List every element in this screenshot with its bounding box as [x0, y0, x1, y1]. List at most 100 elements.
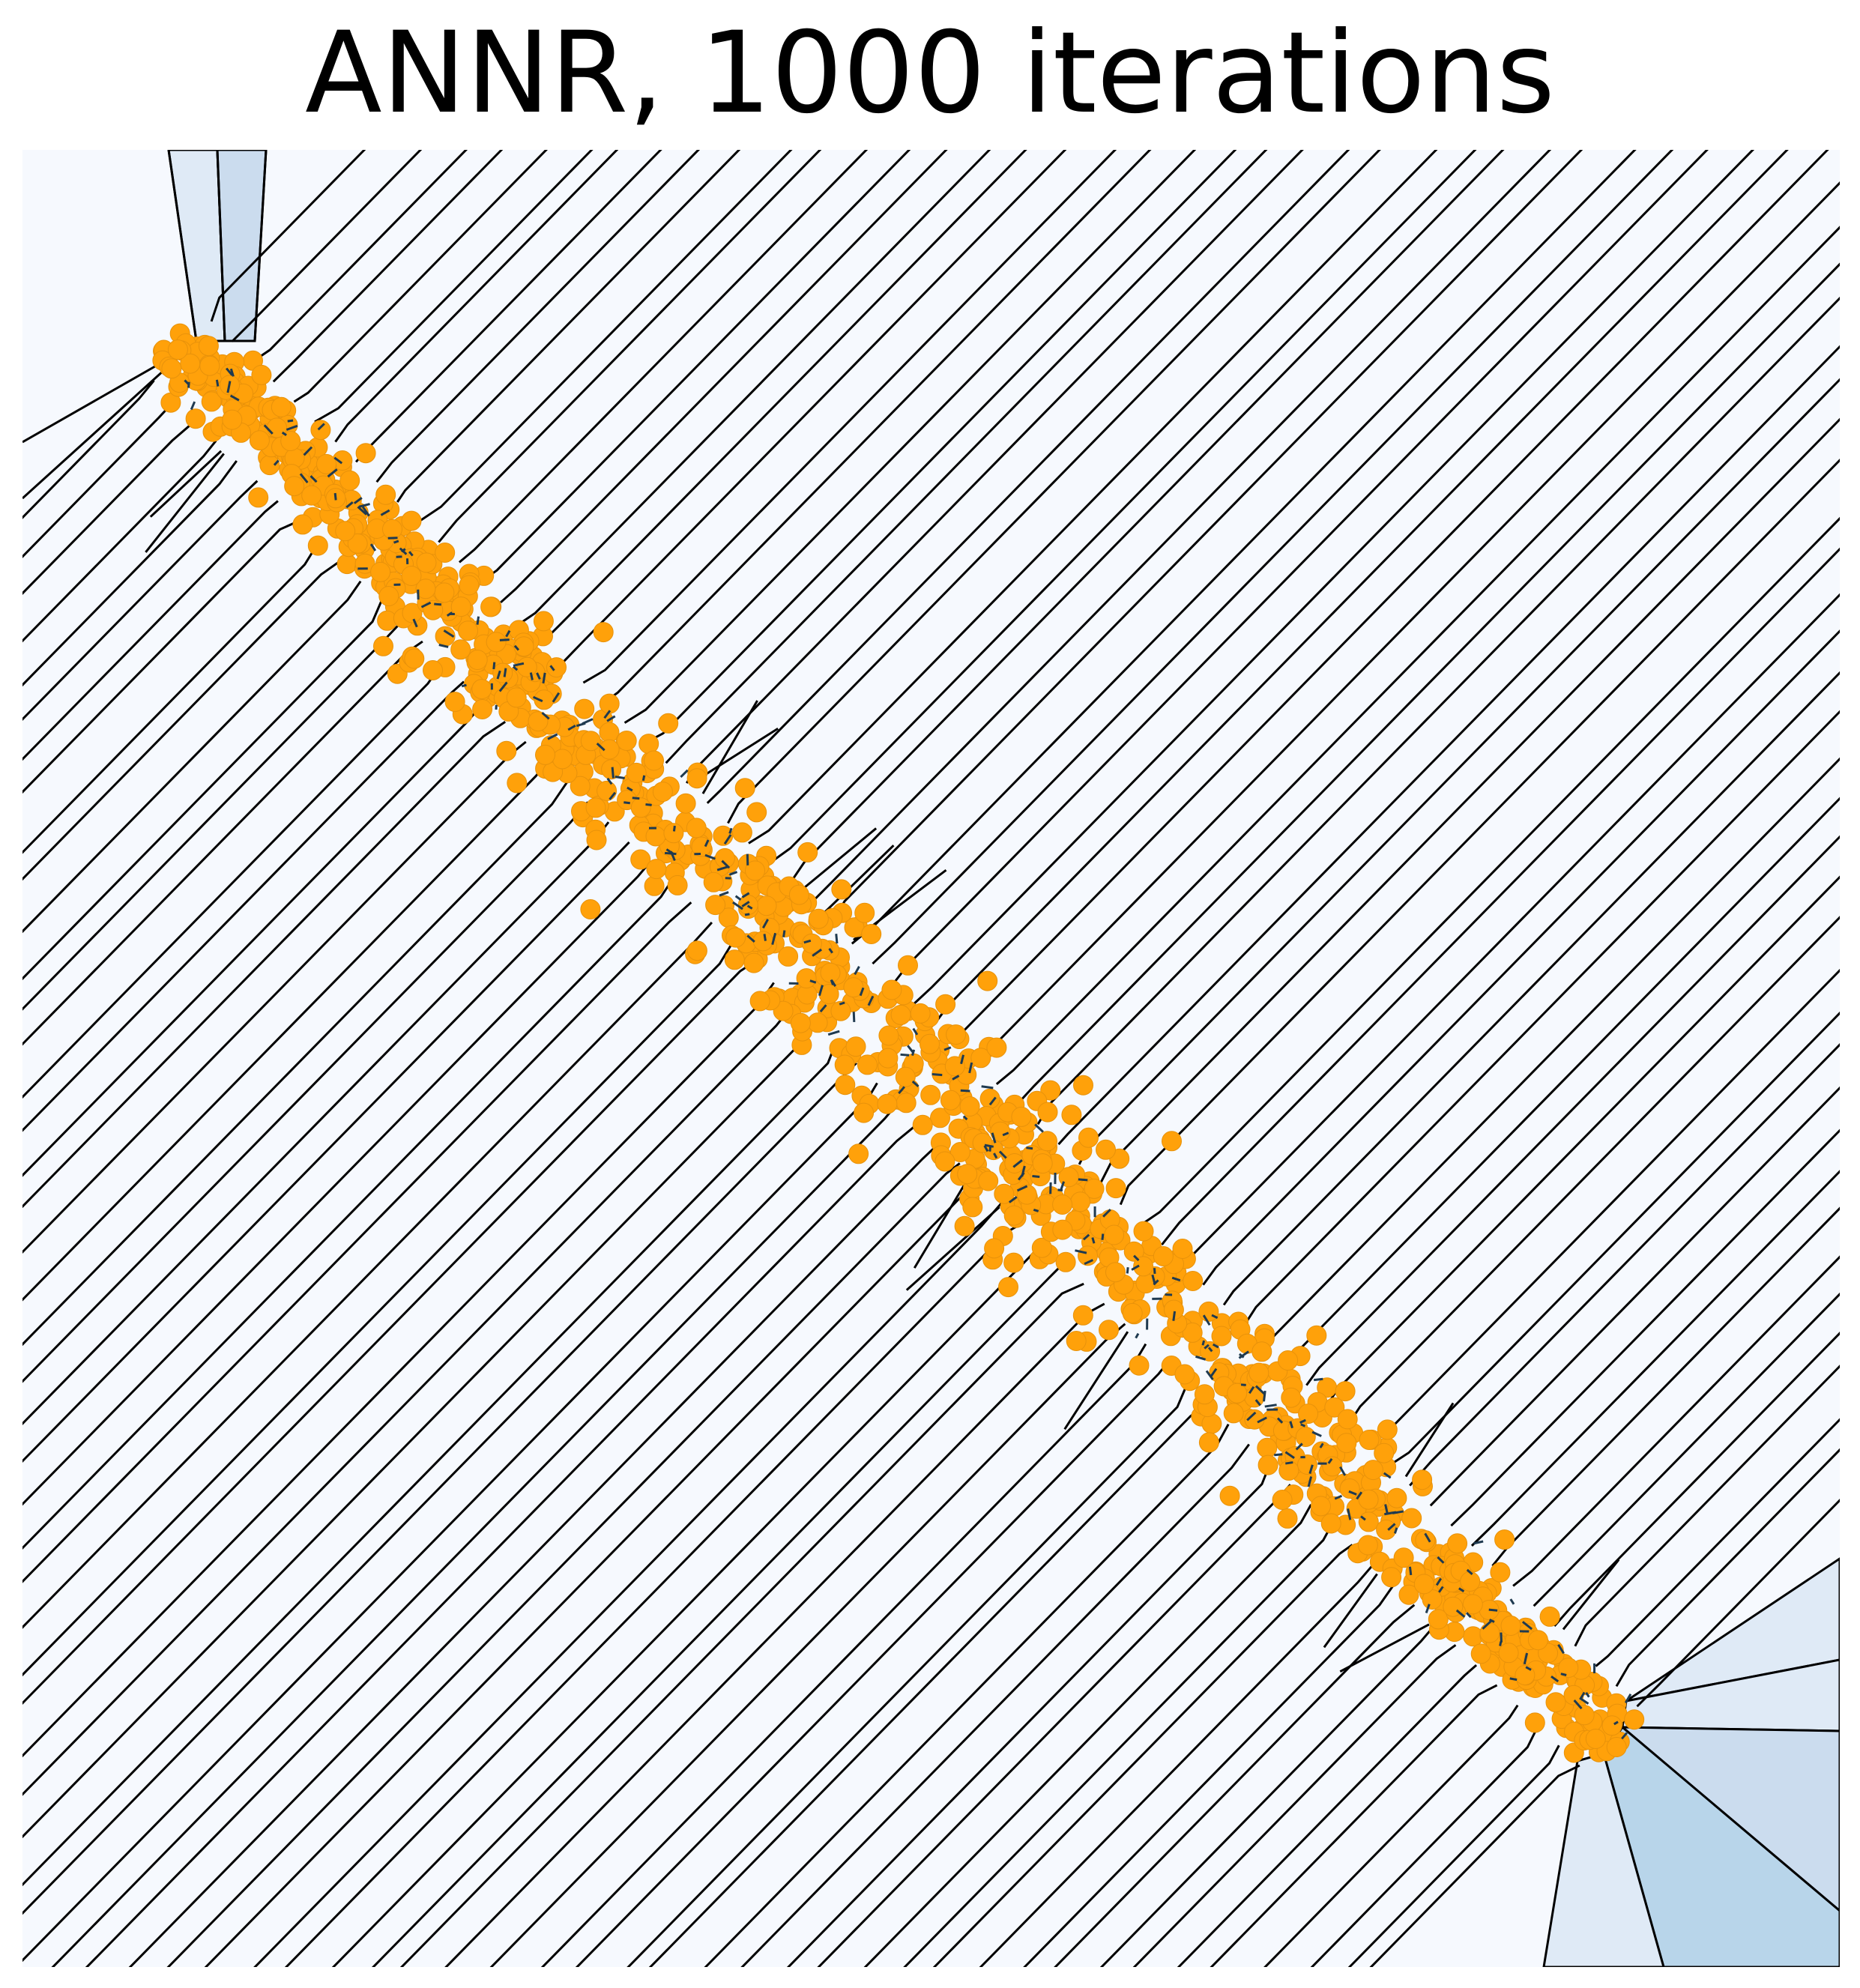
voronoi-edge — [824, 845, 895, 913]
inner-edge — [960, 1089, 970, 1093]
data-point — [480, 596, 501, 617]
voronoi-edge — [1636, 1499, 1840, 1708]
data-point — [1219, 1485, 1240, 1506]
inner-edge — [984, 1143, 994, 1148]
data-point — [1324, 1397, 1345, 1418]
inner-edge — [907, 1045, 914, 1054]
data-point — [878, 1025, 899, 1046]
data-point — [994, 1183, 1015, 1204]
data-point — [434, 582, 455, 603]
inner-edge — [1560, 1673, 1567, 1676]
data-point — [954, 1215, 975, 1236]
data-point — [535, 744, 555, 765]
data-point — [745, 860, 765, 881]
data-point — [1398, 1584, 1419, 1605]
inner-edge — [1126, 1267, 1129, 1274]
inner-edge — [1383, 1472, 1392, 1479]
inner-edge — [361, 506, 370, 517]
data-point — [347, 533, 368, 554]
data-point — [830, 1000, 851, 1021]
data-point — [686, 818, 707, 839]
voronoi-edge — [913, 150, 1755, 1005]
data-point — [1386, 1487, 1407, 1508]
data-point — [1133, 1256, 1154, 1277]
inner-edge — [900, 1053, 910, 1057]
inner-edge — [552, 692, 561, 703]
voronoi-edge — [1132, 1644, 1457, 1967]
data-point — [585, 797, 606, 818]
data-point — [920, 1033, 940, 1054]
inner-edge — [1289, 1421, 1293, 1429]
data-point — [796, 968, 817, 989]
data-point — [1460, 1571, 1481, 1592]
inner-edge — [1356, 1491, 1363, 1500]
voronoi-edge — [768, 150, 1477, 865]
data-point — [675, 793, 696, 814]
data-point — [570, 776, 591, 797]
inner-edge — [286, 424, 298, 431]
inner-edge — [911, 1049, 916, 1057]
inner-edge — [632, 797, 640, 800]
data-point — [580, 731, 601, 752]
inner-edge — [669, 851, 676, 862]
inner-edge — [1384, 1504, 1389, 1514]
voronoi-edge — [1404, 1402, 1455, 1478]
inner-edge — [1573, 1699, 1583, 1710]
voronoi-edge — [459, 150, 869, 564]
inner-edge — [1238, 1350, 1249, 1359]
data-point — [1539, 1606, 1560, 1627]
data-point — [848, 1143, 869, 1164]
inner-edge — [503, 668, 507, 677]
inner-edge — [536, 672, 541, 680]
data-point — [404, 648, 425, 669]
data-point — [1306, 1325, 1327, 1346]
data-point — [1336, 1433, 1357, 1454]
inner-edge — [1500, 1632, 1503, 1643]
voronoi-edge — [210, 150, 366, 322]
data-point — [1376, 1519, 1397, 1540]
inner-edge — [1458, 1587, 1465, 1593]
voronoi-edge — [22, 379, 155, 519]
data-point — [1558, 1658, 1579, 1679]
data-point — [1003, 1205, 1024, 1226]
voronoi-edge — [22, 560, 341, 881]
data-point — [249, 430, 270, 451]
inner-edge — [952, 1075, 960, 1081]
data-point — [1339, 1478, 1360, 1499]
data-point — [513, 636, 534, 657]
data-point — [1032, 1153, 1053, 1174]
inner-edge — [746, 934, 755, 943]
inner-edge — [704, 839, 710, 848]
inner-edge — [1499, 1641, 1503, 1646]
voronoi-edge — [1054, 1604, 1416, 1967]
data-point — [834, 1054, 855, 1075]
data-point — [1393, 1547, 1414, 1568]
data-point — [1227, 1383, 1248, 1404]
inner-edge — [732, 901, 743, 910]
data-point — [1099, 1320, 1119, 1341]
data-point — [920, 1084, 941, 1105]
data-point — [630, 849, 651, 870]
data-point — [423, 599, 444, 620]
inner-edge — [317, 423, 325, 431]
data-point — [336, 554, 357, 575]
inner-edge — [1012, 1158, 1023, 1168]
inner-edge — [1021, 1165, 1026, 1177]
inner-edge — [1257, 1416, 1267, 1424]
data-point — [533, 611, 554, 632]
voronoi-edge — [1202, 629, 1840, 1286]
data-point — [597, 780, 618, 801]
voronoi-edge — [1140, 516, 1840, 1226]
data-point — [1337, 1409, 1358, 1430]
voronoi-edge — [727, 150, 1381, 824]
data-point — [599, 693, 620, 714]
data-point — [778, 946, 799, 967]
data-point — [1277, 1508, 1298, 1529]
inner-edge — [547, 733, 558, 740]
inner-edge — [1437, 1556, 1445, 1564]
voronoi-edge — [1339, 1623, 1430, 1673]
data-point — [1545, 1692, 1566, 1713]
data-point — [645, 826, 666, 847]
voronoi-edge — [872, 150, 1674, 965]
inner-edge — [1319, 1442, 1324, 1448]
